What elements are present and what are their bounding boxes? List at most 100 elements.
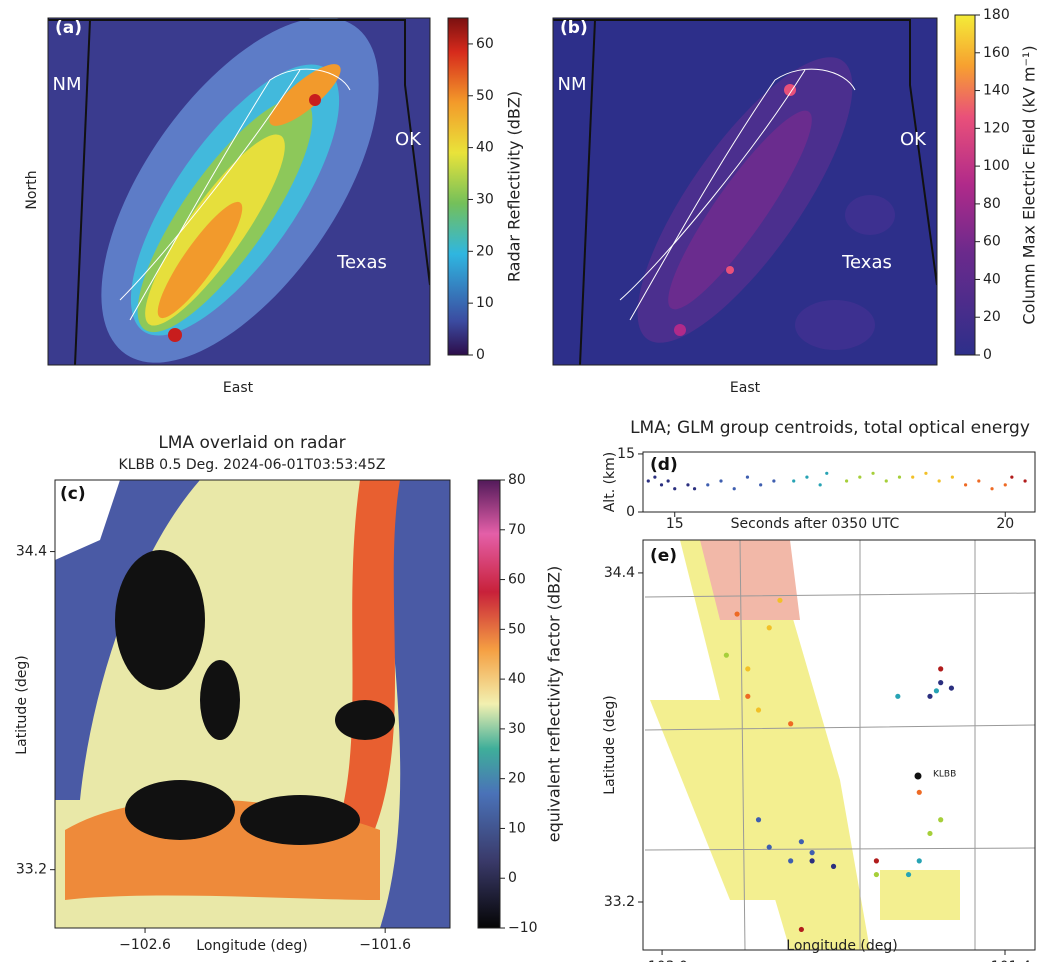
point bbox=[949, 685, 954, 690]
colorbar-tick-label: 20 bbox=[983, 309, 1001, 325]
colorbar-tick-label: 160 bbox=[983, 45, 1010, 61]
point bbox=[885, 479, 888, 482]
point bbox=[759, 483, 762, 486]
colorbar-label: equivalent reflectivity factor (dBZ) bbox=[545, 566, 564, 842]
point bbox=[858, 476, 861, 479]
colorbar-tick-label: 40 bbox=[476, 140, 494, 156]
point bbox=[906, 872, 911, 877]
y-axis-label: North bbox=[24, 170, 40, 209]
panel-title: LMA; GLM group centroids, total optical … bbox=[630, 418, 1030, 438]
colorbar-tick-label: 100 bbox=[983, 158, 1010, 174]
x-tick-label: −101.6 bbox=[359, 937, 411, 953]
point bbox=[667, 479, 670, 482]
colorbar-tick-label: 60 bbox=[476, 36, 494, 52]
point bbox=[788, 858, 793, 863]
colorbar-tick-label: 40 bbox=[983, 271, 1001, 287]
colorbar-tick-label: 40 bbox=[508, 671, 526, 687]
x-tick-label: 20 bbox=[996, 516, 1014, 532]
x-axis-label: Longitude (deg) bbox=[196, 938, 307, 954]
x-axis-label: Longitude (deg) bbox=[786, 938, 897, 954]
colorbar-tick-label: 60 bbox=[983, 234, 1001, 250]
y-tick-label: 34.4 bbox=[16, 544, 47, 560]
point bbox=[772, 479, 775, 482]
annotation: KLBB bbox=[933, 770, 956, 780]
point bbox=[788, 721, 793, 726]
annotation: NM bbox=[558, 74, 587, 95]
plot-frame bbox=[643, 452, 1035, 512]
colorbar-tick-label: 50 bbox=[508, 621, 526, 637]
point bbox=[756, 817, 761, 822]
radar-ppi bbox=[55, 480, 450, 928]
point bbox=[733, 487, 736, 490]
colorbar-tick-label: 0 bbox=[508, 870, 517, 886]
point bbox=[977, 479, 980, 482]
colorbar-tick-label: 120 bbox=[983, 120, 1010, 136]
point bbox=[799, 839, 804, 844]
point bbox=[898, 476, 901, 479]
colorbar-tick-label: −10 bbox=[508, 920, 538, 936]
annotation: OK bbox=[900, 129, 927, 150]
point bbox=[724, 653, 729, 658]
x-axis-label: Seconds after 0350 UTC bbox=[731, 516, 900, 532]
point bbox=[924, 472, 927, 475]
colorbar-tick-label: 20 bbox=[476, 243, 494, 259]
point bbox=[871, 472, 874, 475]
point bbox=[777, 598, 782, 603]
point bbox=[951, 476, 954, 479]
point bbox=[799, 927, 804, 932]
point bbox=[673, 487, 676, 490]
colorbar-tick-label: 80 bbox=[508, 472, 526, 488]
point bbox=[917, 858, 922, 863]
y-axis-label: Alt. (km) bbox=[602, 452, 618, 513]
point bbox=[686, 483, 689, 486]
point bbox=[825, 472, 828, 475]
colorbar bbox=[448, 18, 468, 355]
colorbar-tick-label: 10 bbox=[476, 295, 494, 311]
colorbar-tick-label: 70 bbox=[508, 522, 526, 538]
panel-label: (d) bbox=[650, 455, 678, 475]
colorbar-tick-label: 10 bbox=[508, 820, 526, 836]
point bbox=[810, 858, 815, 863]
y-axis-label: Latitude (deg) bbox=[602, 695, 618, 794]
panel-label: (c) bbox=[60, 484, 86, 504]
point bbox=[845, 479, 848, 482]
x-tick-label: −102.6 bbox=[119, 937, 171, 953]
y-axis-label: Latitude (deg) bbox=[14, 655, 30, 754]
point bbox=[734, 611, 739, 616]
point bbox=[745, 694, 750, 699]
y-tick-label: 0 bbox=[626, 504, 635, 520]
figure: (a)EastNorthNMOKTexas0102030405060Radar … bbox=[0, 0, 1046, 962]
y-tick-label: 33.2 bbox=[604, 894, 635, 910]
annotation: Texas bbox=[841, 252, 892, 273]
panel-label: (e) bbox=[650, 546, 677, 566]
annotation: OK bbox=[395, 129, 422, 150]
point bbox=[874, 872, 879, 877]
x-tick-label: 15 bbox=[666, 516, 684, 532]
panel-subtitle: KLBB 0.5 Deg. 2024-06-01T03:53:45Z bbox=[119, 457, 386, 473]
point bbox=[767, 845, 772, 850]
point bbox=[938, 680, 943, 685]
point bbox=[819, 483, 822, 486]
y-tick-label: 15 bbox=[617, 446, 635, 462]
point bbox=[1023, 479, 1026, 482]
point bbox=[653, 476, 656, 479]
point bbox=[895, 694, 900, 699]
point bbox=[911, 476, 914, 479]
point bbox=[990, 487, 993, 490]
point bbox=[1010, 476, 1013, 479]
point bbox=[964, 483, 967, 486]
colorbar bbox=[955, 15, 975, 355]
y-tick-label: 34.4 bbox=[604, 565, 635, 581]
point bbox=[1004, 483, 1007, 486]
annotation: NM bbox=[53, 74, 82, 95]
annotation: Texas bbox=[336, 252, 387, 273]
point bbox=[938, 817, 943, 822]
point bbox=[938, 666, 943, 671]
radar-field bbox=[47, 0, 432, 408]
point bbox=[934, 688, 939, 693]
point bbox=[938, 479, 941, 482]
point bbox=[719, 479, 722, 482]
point bbox=[647, 479, 650, 482]
colorbar-tick-label: 0 bbox=[983, 347, 992, 363]
panel-label: (a) bbox=[55, 18, 82, 38]
